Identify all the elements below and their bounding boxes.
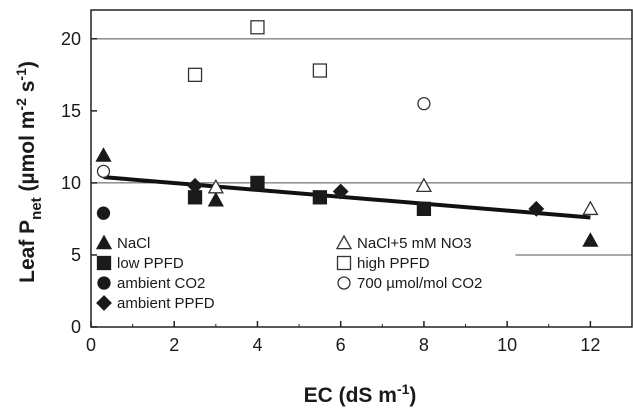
data-point xyxy=(417,97,431,111)
data-point xyxy=(528,200,545,217)
trendline xyxy=(103,175,591,220)
data-point xyxy=(96,164,111,179)
data-point xyxy=(312,190,328,205)
y-axis-title: Leaf Pnet (µmol m-2 s-1) xyxy=(13,61,45,283)
x-tick-label: 12 xyxy=(580,335,600,355)
data-point xyxy=(332,183,349,200)
legend-label: NaCl+5 mM NO3 xyxy=(357,235,472,252)
data-point xyxy=(187,177,203,194)
legend-label: ambient PPFD xyxy=(117,295,215,312)
data-point xyxy=(415,177,433,193)
x-axis-ticks: 0 2 4 6 8 10 12 xyxy=(86,321,600,355)
y-tick-label: 10 xyxy=(61,173,81,193)
y-tick-label: 5 xyxy=(71,245,81,265)
x-tick-label: 2 xyxy=(169,335,179,355)
legend-label: high PPFD xyxy=(357,255,430,272)
data-point xyxy=(187,67,203,82)
data-point xyxy=(582,232,599,247)
y-tick-label: 20 xyxy=(61,29,81,49)
legend-marker xyxy=(97,276,111,290)
x-tick-label: 0 xyxy=(86,335,96,355)
legend-marker xyxy=(337,276,351,290)
legend-marker xyxy=(335,234,353,250)
x-axis-title: EC (dS m-1) xyxy=(304,381,417,407)
legend-marker xyxy=(336,255,352,271)
data-point xyxy=(312,63,328,78)
legend-label: low PPFD xyxy=(117,255,184,272)
legend-label: 700 µmol/mol CO2 xyxy=(357,275,482,292)
gridlines xyxy=(91,38,632,256)
legend-marker xyxy=(96,295,112,311)
legend-marker xyxy=(96,255,112,271)
trendline-group xyxy=(103,175,591,220)
data-point xyxy=(416,201,432,216)
x-tick-label: 6 xyxy=(336,335,346,355)
data-point xyxy=(207,178,224,194)
data-point xyxy=(96,206,111,220)
legend-label: ambient CO2 xyxy=(117,275,205,292)
y-tick-label: 0 xyxy=(71,317,81,337)
x-tick-label: 10 xyxy=(497,335,517,355)
data-point xyxy=(95,147,112,162)
y-axis-ticks: 0 5 10 15 20 xyxy=(61,29,97,337)
plot-frame xyxy=(90,9,633,328)
x-tick-label: 8 xyxy=(419,335,429,355)
x-tick-label: 4 xyxy=(252,335,262,355)
data-point xyxy=(250,20,265,35)
y-tick-label: 15 xyxy=(61,101,81,121)
data-point xyxy=(250,175,265,191)
data-point xyxy=(207,191,224,207)
data-points xyxy=(95,20,599,247)
data-point xyxy=(582,200,599,216)
legend-marker xyxy=(95,234,113,250)
legend-label: NaCl xyxy=(117,235,150,252)
legend: NaCl low PPFD ambient CO2 ambient PPFD NaCl+… xyxy=(95,234,482,312)
